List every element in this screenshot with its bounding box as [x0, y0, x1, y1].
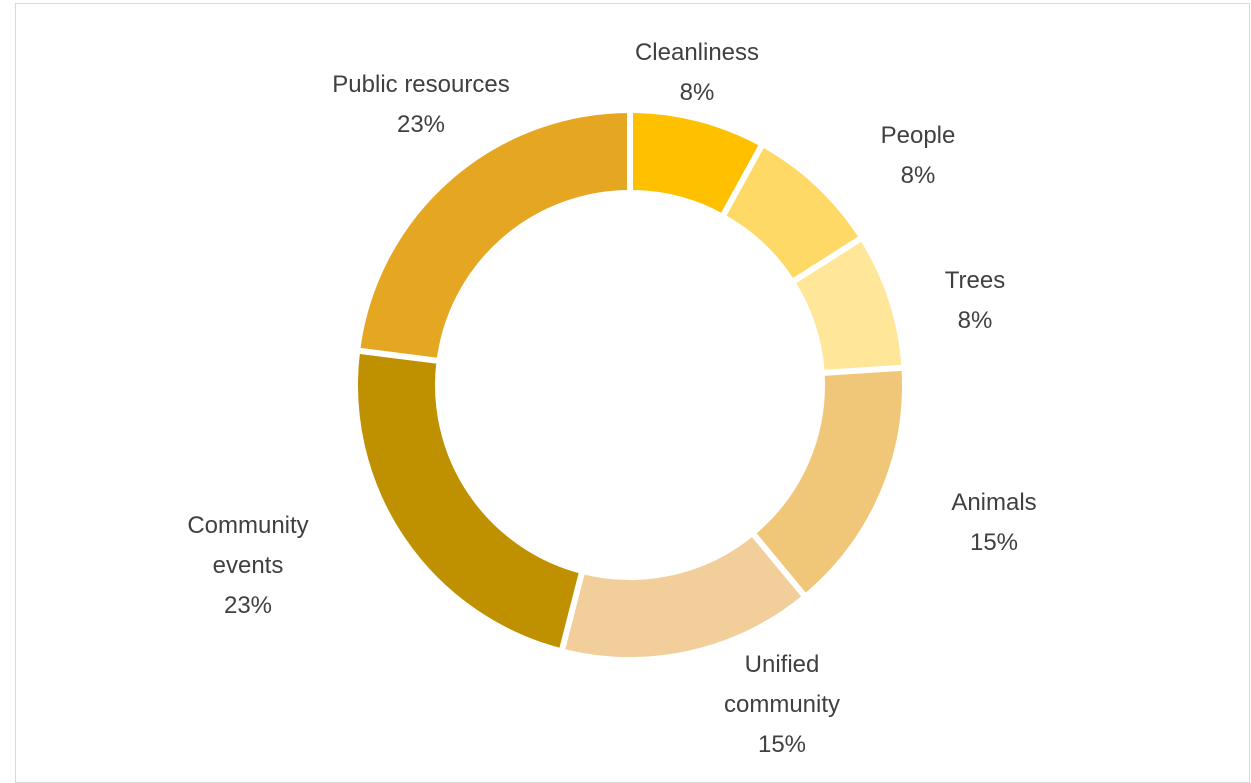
data-label-trees: Trees 8% [945, 267, 1005, 334]
data-label-unified-community: Unified community 15% [724, 651, 840, 758]
slice-community-events [352, 347, 586, 656]
data-label-public-resources: Public resources 23% [332, 71, 509, 138]
data-label-people: People 8% [881, 122, 956, 189]
slice-unified-community [557, 528, 810, 663]
donut-chart: Cleanliness 8% People 8% Trees 8% Animals 15% Un… [187, 39, 1036, 758]
slice-public-resources [353, 106, 633, 365]
data-label-cleanliness: Cleanliness 8% [635, 39, 759, 106]
data-label-animals: Animals 15% [951, 489, 1036, 556]
data-label-community-events: Community events 23% [187, 512, 308, 619]
